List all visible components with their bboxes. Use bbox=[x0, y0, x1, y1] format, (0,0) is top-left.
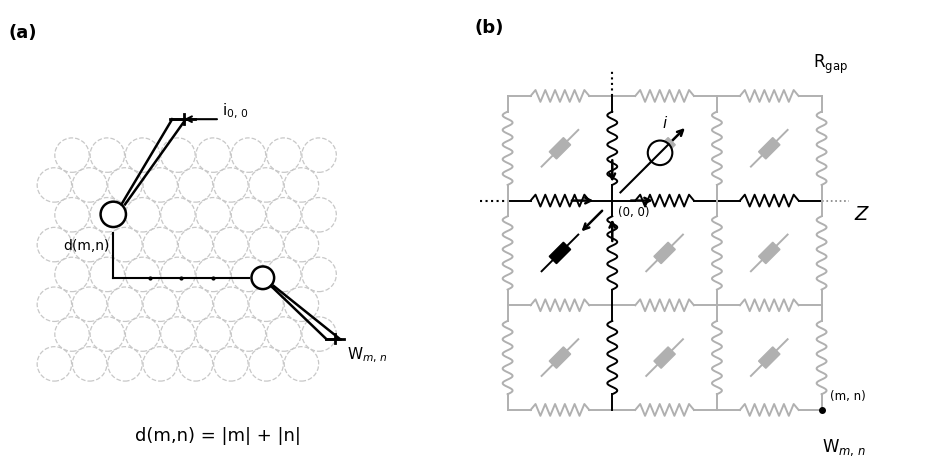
Text: (0, 0): (0, 0) bbox=[617, 206, 649, 219]
Polygon shape bbox=[759, 137, 780, 159]
Text: (b): (b) bbox=[475, 18, 504, 36]
Polygon shape bbox=[759, 347, 780, 368]
Polygon shape bbox=[654, 242, 675, 264]
Text: (a): (a) bbox=[8, 24, 37, 42]
Text: i$_{0,\, 0}$: i$_{0,\, 0}$ bbox=[222, 101, 248, 121]
Text: W$_{m,\, n}$: W$_{m,\, n}$ bbox=[822, 437, 867, 458]
Text: d(m,n) = |m| + |n|: d(m,n) = |m| + |n| bbox=[135, 428, 300, 446]
Circle shape bbox=[251, 266, 274, 289]
Circle shape bbox=[648, 140, 672, 165]
Polygon shape bbox=[759, 242, 780, 264]
Text: R$_{\mathsf{gap}}$: R$_{\mathsf{gap}}$ bbox=[813, 53, 848, 76]
Text: d(m,n): d(m,n) bbox=[63, 239, 110, 253]
Text: i: i bbox=[663, 116, 666, 130]
Circle shape bbox=[101, 201, 126, 227]
Polygon shape bbox=[654, 137, 675, 159]
Text: $Z$: $Z$ bbox=[854, 205, 870, 224]
Polygon shape bbox=[549, 137, 570, 159]
Text: W$_{m,\, n}$: W$_{m,\, n}$ bbox=[346, 346, 387, 365]
Polygon shape bbox=[549, 242, 570, 264]
Polygon shape bbox=[654, 347, 675, 368]
Polygon shape bbox=[549, 347, 570, 368]
Text: (m, n): (m, n) bbox=[830, 390, 866, 403]
